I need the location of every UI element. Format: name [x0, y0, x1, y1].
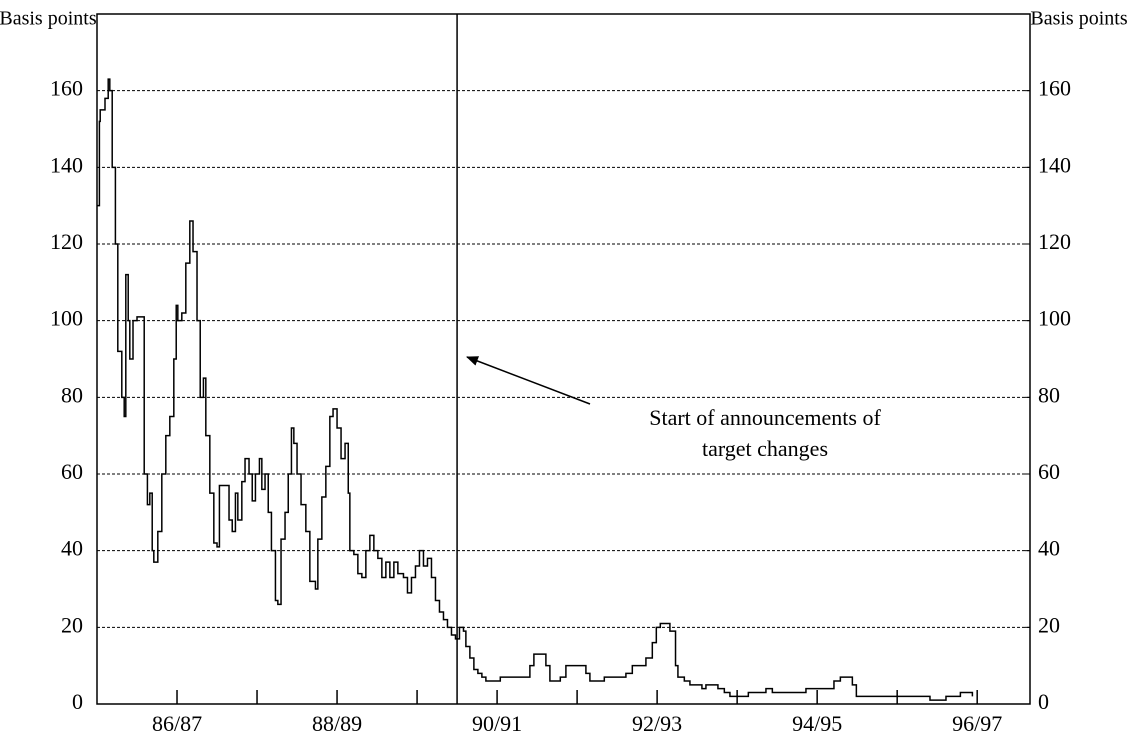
- plot-frame: [96, 13, 1031, 705]
- y-tick-label: 160: [50, 76, 83, 101]
- x-tick-label: 90/91: [472, 711, 522, 736]
- y-tick-label: 100: [50, 306, 83, 331]
- x-tick-label: 86/87: [152, 711, 202, 736]
- y-tick-label: 120: [50, 229, 83, 254]
- data-line: [97, 78, 974, 701]
- y2-tick-label: 80: [1038, 382, 1060, 407]
- y-tick-label: 140: [50, 152, 83, 177]
- annotation: Start of announcements of: [649, 405, 881, 430]
- y-tick-label: 20: [61, 612, 83, 637]
- y2-tick-label: 0: [1038, 689, 1049, 714]
- y2-tick-label: 40: [1038, 536, 1060, 561]
- y2-tick-label: 160: [1038, 76, 1071, 101]
- x-tick-label: 96/97: [952, 711, 1002, 736]
- annotation: target changes: [702, 436, 828, 461]
- y2-tick-label: 140: [1038, 152, 1071, 177]
- y2-axis-label: Basis points: [1030, 8, 1127, 30]
- y2-tick-label: 60: [1038, 459, 1060, 484]
- annotation-arrow: [466, 356, 591, 405]
- y-axis-label: Basis points: [0, 8, 97, 30]
- x-tick-label: 88/89: [312, 711, 362, 736]
- x-tick-label: 92/93: [632, 711, 682, 736]
- y-tick-label: 80: [61, 382, 83, 407]
- x-tick-label: 94/95: [792, 711, 842, 736]
- y2-tick-label: 20: [1038, 612, 1060, 637]
- y-tick-label: 40: [61, 536, 83, 561]
- y2-tick-label: 120: [1038, 229, 1071, 254]
- y2-tick-label: 100: [1038, 306, 1071, 331]
- y-tick-label: 0: [72, 689, 83, 714]
- y-tick-label: 60: [61, 459, 83, 484]
